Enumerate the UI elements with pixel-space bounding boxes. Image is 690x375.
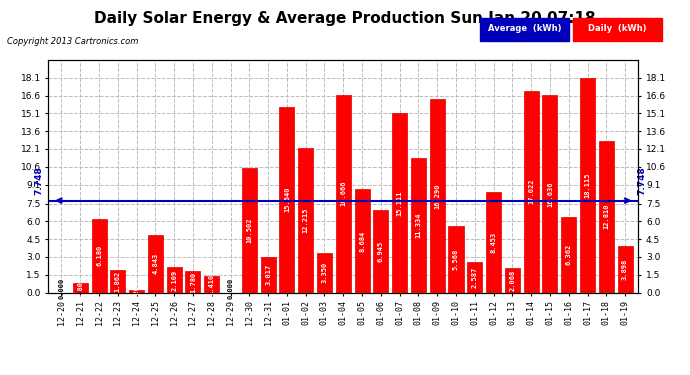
Text: 2.587: 2.587 bbox=[472, 267, 477, 288]
Text: 3.898: 3.898 bbox=[622, 259, 628, 280]
Text: 16.290: 16.290 bbox=[434, 183, 440, 209]
Bar bbox=[505, 268, 520, 292]
Bar bbox=[167, 267, 181, 292]
Text: 0.204: 0.204 bbox=[134, 280, 139, 302]
Text: 5.568: 5.568 bbox=[453, 249, 459, 270]
Bar bbox=[430, 99, 445, 292]
Bar bbox=[129, 290, 144, 292]
Bar bbox=[204, 276, 219, 292]
Text: 12.810: 12.810 bbox=[603, 204, 609, 229]
Text: 15.111: 15.111 bbox=[397, 190, 403, 216]
Bar bbox=[580, 78, 595, 292]
Bar bbox=[110, 270, 126, 292]
Text: 2.109: 2.109 bbox=[171, 269, 177, 291]
Text: 0.000: 0.000 bbox=[228, 278, 233, 299]
Bar bbox=[373, 210, 388, 292]
Text: 16.666: 16.666 bbox=[340, 181, 346, 206]
Bar bbox=[411, 158, 426, 292]
Text: Daily  (kWh): Daily (kWh) bbox=[589, 24, 647, 33]
Text: Average  (kWh): Average (kWh) bbox=[488, 24, 561, 33]
Text: Daily Solar Energy & Average Production Sun Jan 20 07:18: Daily Solar Energy & Average Production … bbox=[95, 11, 595, 26]
Text: 1.410: 1.410 bbox=[209, 273, 215, 295]
Text: 8.684: 8.684 bbox=[359, 230, 365, 252]
Text: 11.334: 11.334 bbox=[415, 213, 422, 238]
Bar bbox=[561, 217, 576, 292]
Bar bbox=[618, 246, 633, 292]
Text: 3.017: 3.017 bbox=[265, 264, 271, 285]
Bar bbox=[148, 235, 163, 292]
Text: 6.180: 6.180 bbox=[96, 245, 102, 267]
Bar bbox=[448, 226, 464, 292]
Text: 2.068: 2.068 bbox=[509, 270, 515, 291]
Bar bbox=[336, 95, 351, 292]
Bar bbox=[241, 168, 257, 292]
Text: 6.362: 6.362 bbox=[566, 244, 572, 266]
Bar bbox=[186, 272, 201, 292]
Bar bbox=[92, 219, 106, 292]
Text: Copyright 2013 Cartronics.com: Copyright 2013 Cartronics.com bbox=[7, 38, 138, 46]
Text: 0.802: 0.802 bbox=[77, 277, 83, 298]
Text: 10.502: 10.502 bbox=[246, 217, 253, 243]
Bar bbox=[355, 189, 370, 292]
Bar bbox=[599, 141, 614, 292]
Text: 18.115: 18.115 bbox=[584, 172, 591, 198]
Text: 12.215: 12.215 bbox=[303, 207, 308, 233]
Text: 0.000: 0.000 bbox=[59, 278, 64, 299]
Text: 15.640: 15.640 bbox=[284, 187, 290, 213]
Bar bbox=[467, 262, 482, 292]
Bar bbox=[298, 148, 313, 292]
Bar bbox=[486, 192, 501, 292]
Text: 16.636: 16.636 bbox=[547, 181, 553, 207]
Text: 6.945: 6.945 bbox=[378, 241, 384, 262]
Text: 1.862: 1.862 bbox=[115, 271, 121, 292]
Bar bbox=[317, 253, 332, 292]
Text: 1.780: 1.780 bbox=[190, 272, 196, 292]
Bar bbox=[542, 95, 558, 292]
Text: 7.748: 7.748 bbox=[34, 166, 43, 195]
Bar bbox=[392, 113, 407, 292]
Text: 3.350: 3.350 bbox=[322, 262, 328, 283]
Text: 17.022: 17.022 bbox=[528, 179, 534, 204]
Bar bbox=[72, 283, 88, 292]
Bar bbox=[261, 257, 275, 292]
Bar bbox=[524, 91, 539, 292]
Text: 8.453: 8.453 bbox=[491, 232, 497, 253]
Text: 4.843: 4.843 bbox=[152, 253, 159, 274]
Text: 7.748: 7.748 bbox=[638, 166, 647, 195]
Bar bbox=[279, 107, 295, 292]
